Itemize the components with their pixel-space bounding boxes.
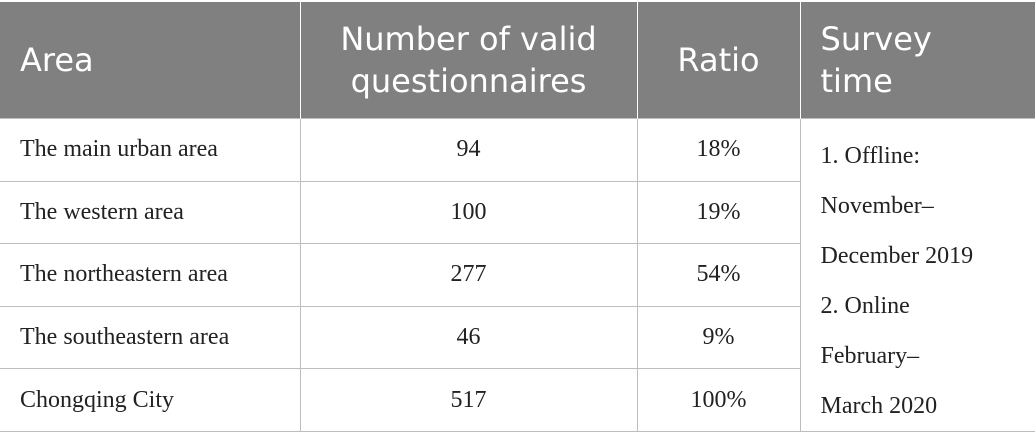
table: Area Number of valid questionnaires Rati… [0, 2, 1035, 432]
table-cell: 277 [299, 243, 638, 307]
table-row: Chongqing City 517 100% [0, 368, 1035, 432]
survey-time-line: 2. Online [820, 293, 910, 319]
survey-time-line: February– [820, 343, 920, 369]
table-cell: 9% [636, 305, 801, 370]
table-cell: 19% [636, 180, 801, 245]
survey-time-cell: 1. Offline: November– December 2019 2. Onli… [799, 118, 1035, 432]
table-cell: 100% [636, 368, 801, 432]
header-text: Survey time [820, 20, 932, 100]
header-cell: Number of valid questionnaires [299, 2, 637, 119]
table-cell: The northeastern area [0, 243, 301, 307]
survey-time-line: March 2020 [820, 393, 938, 419]
table-cell: Chongqing City [0, 368, 301, 432]
header-row: Area Number of valid questionnaires Rati… [0, 2, 1035, 119]
table-cell: The main urban area [0, 118, 301, 182]
header-cell: Survey time [799, 2, 1035, 119]
table-cell: The western area [0, 180, 301, 245]
table-row: The southeastern area 46 9% [0, 305, 1035, 370]
header-text: Number of valid questionnaires [340, 20, 597, 100]
table-cell: 94 [299, 118, 638, 182]
table-cell: 46 [299, 305, 638, 370]
table-row: The northeastern area 277 54% [0, 243, 1035, 307]
table-row: The western area 100 19% [0, 180, 1035, 245]
header-cell: Ratio [636, 2, 800, 119]
table-cell: 517 [299, 368, 638, 432]
survey-time-line: December 2019 [820, 243, 974, 269]
table-row: The main urban area 94 18% 1. Offline: Novem… [0, 118, 1035, 432]
survey-time-line: November– [820, 193, 934, 219]
table-body: The main urban area 94 18% 1. Offline: Novem… [0, 118, 1035, 432]
header-cell: Area [0, 2, 300, 119]
table-cell: 100 [299, 180, 638, 245]
table-cell: 18% [636, 118, 801, 182]
survey-time-line: 1. Offline: [820, 143, 921, 169]
table-cell: The southeastern area [0, 305, 301, 370]
table-cell: 54% [636, 243, 801, 307]
